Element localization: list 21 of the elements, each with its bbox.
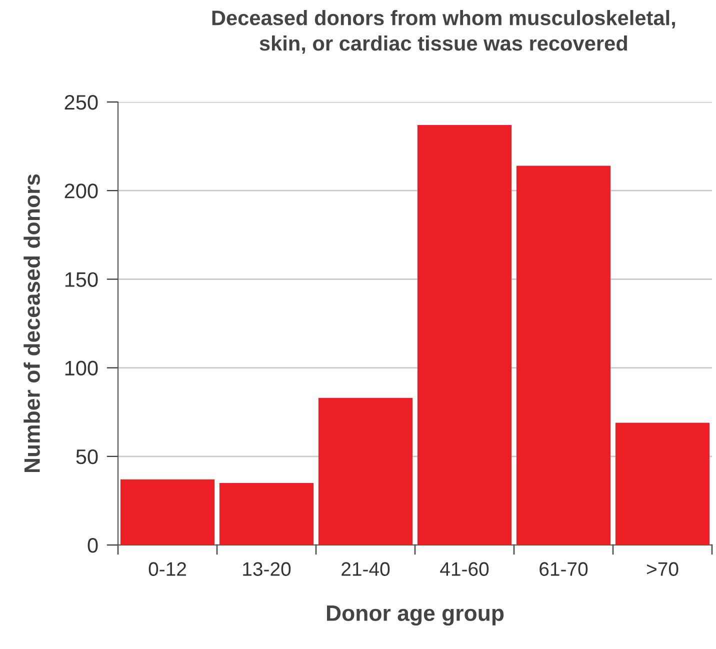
y-tick-label: 0 bbox=[88, 538, 98, 553]
x-tick-label: 13-20 bbox=[243, 562, 291, 576]
bar bbox=[516, 166, 611, 545]
y-tick-label: 150 bbox=[65, 272, 98, 287]
x-tick-label: 0-12 bbox=[148, 562, 186, 576]
x-axis-title: Donor age group bbox=[326, 606, 504, 626]
y-axis-title: Number of deceased donors bbox=[24, 174, 40, 472]
bar bbox=[615, 422, 710, 545]
y-tick-label: 50 bbox=[76, 449, 98, 464]
bar bbox=[219, 482, 314, 545]
y-tick-label: 250 bbox=[64, 95, 98, 110]
bar bbox=[318, 398, 413, 545]
bar bbox=[417, 125, 512, 545]
x-tick-label: >70 bbox=[646, 562, 678, 576]
y-tick-label: 100 bbox=[65, 360, 98, 376]
y-tick-label: 200 bbox=[64, 184, 98, 198]
x-tick-label: 41-60 bbox=[440, 562, 489, 576]
x-tick-label: 21-40 bbox=[342, 562, 390, 576]
chart-title: Deceased donors from whom musculoskeletal, skin, or cardiac tissue was recovered bbox=[212, 10, 675, 54]
x-tick-label: 61-70 bbox=[540, 562, 588, 576]
bar bbox=[120, 479, 215, 545]
